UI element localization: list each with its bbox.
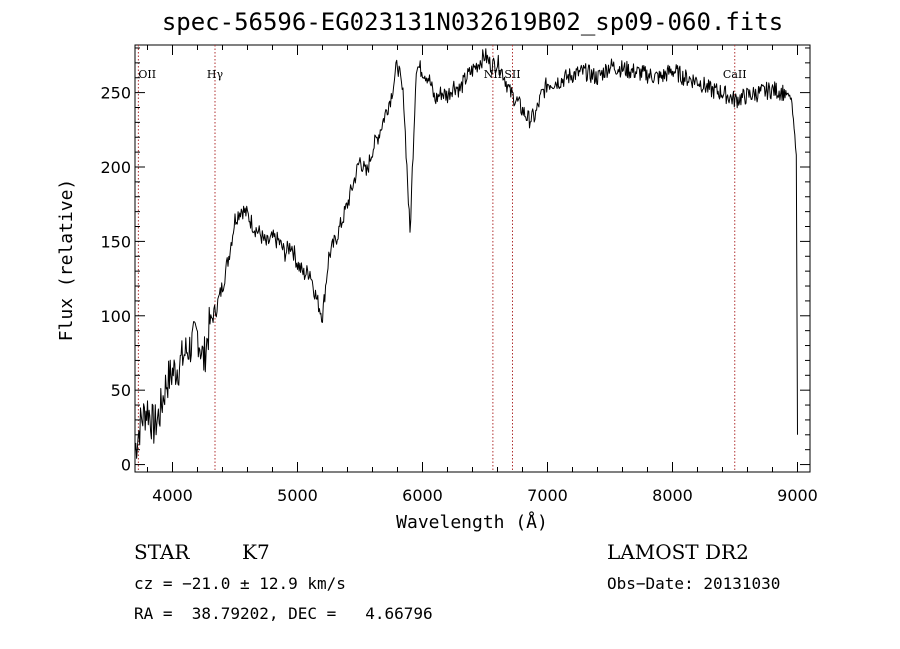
line-marker-label: NII — [484, 68, 502, 81]
survey-name: LAMOST DR2 — [607, 540, 749, 564]
spectrum-series — [134, 48, 798, 459]
y-tick-label: 50 — [111, 381, 131, 400]
x-tick-label: 8000 — [652, 486, 693, 505]
obs-date-text: Obs−Date: 20131030 — [607, 574, 781, 593]
line-marker-label: SII — [504, 68, 520, 81]
x-tick-label: 9000 — [777, 486, 818, 505]
x-axis-label: Wavelength (Å) — [396, 511, 548, 533]
x-tick-label: 7000 — [527, 486, 568, 505]
x-axis-ticks: 4000 5000 6000 7000 8000 9000 — [147, 45, 818, 505]
spectrum-line — [134, 48, 798, 459]
redshift-text: cz = −21.0 ± 12.9 km/s — [134, 574, 346, 593]
y-tick-label: 0 — [121, 456, 131, 475]
line-marker-label: Hγ — [207, 68, 224, 81]
y-axis-label: Flux (relative) — [56, 179, 77, 342]
y-tick-label: 150 — [100, 232, 131, 251]
coordinates-text: RA = 38.79202, DEC = 4.66796 — [134, 604, 433, 623]
chart-title: spec-56596-EG023131N032619B02_sp09-060.f… — [161, 8, 784, 36]
plot-frame — [134, 44, 811, 473]
y-tick-label: 200 — [100, 158, 131, 177]
x-tick-label: 4000 — [152, 486, 193, 505]
y-tick-label: 250 — [100, 84, 131, 103]
y-axis-ticks: 0 50 100 150 200 250 — [100, 47, 810, 475]
line-marker-label: CaII — [723, 68, 747, 81]
line-marker-label: OII — [138, 68, 156, 81]
y-tick-label: 100 — [100, 307, 131, 326]
x-tick-label: 6000 — [402, 486, 443, 505]
x-tick-label: 5000 — [277, 486, 318, 505]
object-class: STAR — [134, 540, 190, 564]
emission-line-markers: OII Hγ NII SII CaII — [137, 45, 747, 472]
object-subclass: K7 — [242, 540, 270, 564]
